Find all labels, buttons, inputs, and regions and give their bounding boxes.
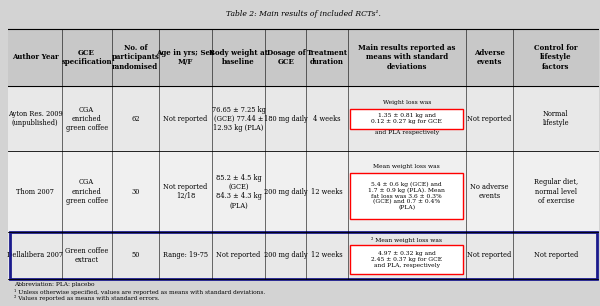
Text: Not reported: Not reported: [467, 251, 512, 259]
Text: ¹ Unless otherwise specified, values are reported as means with standard deviati: ¹ Unless otherwise specified, values are…: [14, 289, 266, 295]
Bar: [350, 173, 463, 219]
Text: Body weight at
baseline: Body weight at baseline: [209, 49, 268, 66]
Text: Thom 2007: Thom 2007: [16, 188, 54, 196]
Text: 30: 30: [131, 188, 140, 196]
Text: Treatment
duration: Treatment duration: [307, 49, 348, 66]
Text: Normal
lifestyle: Normal lifestyle: [542, 110, 569, 128]
Text: 1.35 ± 0.81 kg and
0.12 ± 0.27 kg for GCE: 1.35 ± 0.81 kg and 0.12 ± 0.27 kg for GC…: [371, 114, 442, 124]
Text: CGA
enriched
green coffee: CGA enriched green coffee: [65, 178, 108, 205]
Bar: [350, 245, 463, 274]
Text: Adverse
events: Adverse events: [474, 49, 505, 66]
Text: Mean weight loss was: Mean weight loss was: [373, 164, 440, 169]
Text: Dosage of
GCE: Dosage of GCE: [266, 49, 305, 66]
Text: 12 weeks: 12 weeks: [311, 251, 343, 259]
Text: 62: 62: [131, 115, 140, 123]
Text: Table 2: Main results of included RCTs¹.: Table 2: Main results of included RCTs¹.: [226, 10, 381, 18]
Bar: [8, 151, 599, 232]
Text: Dellalibera 2007: Dellalibera 2007: [7, 251, 63, 259]
Text: Main results reported as
means with standard
deviations: Main results reported as means with stan…: [358, 44, 455, 71]
Text: ² Values reported as means with standard errors.: ² Values reported as means with standard…: [14, 295, 160, 301]
Text: Not reported: Not reported: [467, 115, 512, 123]
Text: Green coffee
extract: Green coffee extract: [65, 247, 109, 264]
Text: 200 mg daily: 200 mg daily: [264, 251, 308, 259]
Bar: [350, 109, 463, 129]
Text: and PLA respectively: and PLA respectively: [375, 130, 439, 135]
Text: Regular diet,
normal level
of exercise: Regular diet, normal level of exercise: [534, 178, 578, 205]
Text: 200 mg daily: 200 mg daily: [264, 188, 308, 196]
Text: 4.97 ± 0.32 kg and
2.45 ± 0.37 kg for GCE
and PLA, respectively: 4.97 ± 0.32 kg and 2.45 ± 0.37 kg for GC…: [371, 251, 442, 268]
Text: Control for
lifestyle
factors: Control for lifestyle factors: [534, 44, 578, 71]
Bar: [10, 232, 598, 279]
Text: 4 weeks: 4 weeks: [313, 115, 341, 123]
Text: Author Year: Author Year: [11, 54, 58, 62]
Text: 180 mg daily: 180 mg daily: [264, 115, 308, 123]
Text: 85.2 ± 4.5 kg
(GCE)
84.3 ± 4.3 kg
(PLA): 85.2 ± 4.5 kg (GCE) 84.3 ± 4.3 kg (PLA): [215, 174, 262, 210]
Text: Weight loss was: Weight loss was: [383, 100, 431, 105]
Text: Not reported: Not reported: [534, 251, 578, 259]
Text: 76.65 ± 7.25 kg
(GCE) 77.44 ±
12.93 kg (PLA): 76.65 ± 7.25 kg (GCE) 77.44 ± 12.93 kg (…: [212, 106, 266, 132]
Text: ² Mean weight loss was: ² Mean weight loss was: [371, 237, 442, 243]
Text: 50: 50: [131, 251, 140, 259]
Text: Abbreviation: PLA: placebo: Abbreviation: PLA: placebo: [14, 282, 95, 287]
Bar: [8, 232, 599, 279]
Text: Age in yrs; Sex
M/F: Age in yrs; Sex M/F: [157, 49, 215, 66]
Text: CGA
enriched
green coffee: CGA enriched green coffee: [65, 106, 108, 132]
Text: Not reported: Not reported: [217, 251, 261, 259]
Text: Ayton Res. 2009
(unpublished): Ayton Res. 2009 (unpublished): [8, 110, 62, 128]
Text: No adverse
events: No adverse events: [470, 183, 509, 200]
Text: 12 weeks: 12 weeks: [311, 188, 343, 196]
Text: Not reported
12/18: Not reported 12/18: [163, 183, 208, 200]
Text: GCE
specification: GCE specification: [61, 49, 112, 66]
Text: Range: 19-75: Range: 19-75: [163, 251, 208, 259]
Bar: [8, 29, 599, 86]
Bar: [8, 86, 599, 151]
Text: Not reported: Not reported: [163, 115, 208, 123]
Text: No. of
participants
randomised: No. of participants randomised: [112, 44, 159, 71]
Text: 5.4 ± 0.6 kg (GCE) and
1.7 ± 0.9 kg (PLA). Mean
fat loss was 3.6 ± 0.3%
(GCE) an: 5.4 ± 0.6 kg (GCE) and 1.7 ± 0.9 kg (PLA…: [368, 181, 445, 211]
